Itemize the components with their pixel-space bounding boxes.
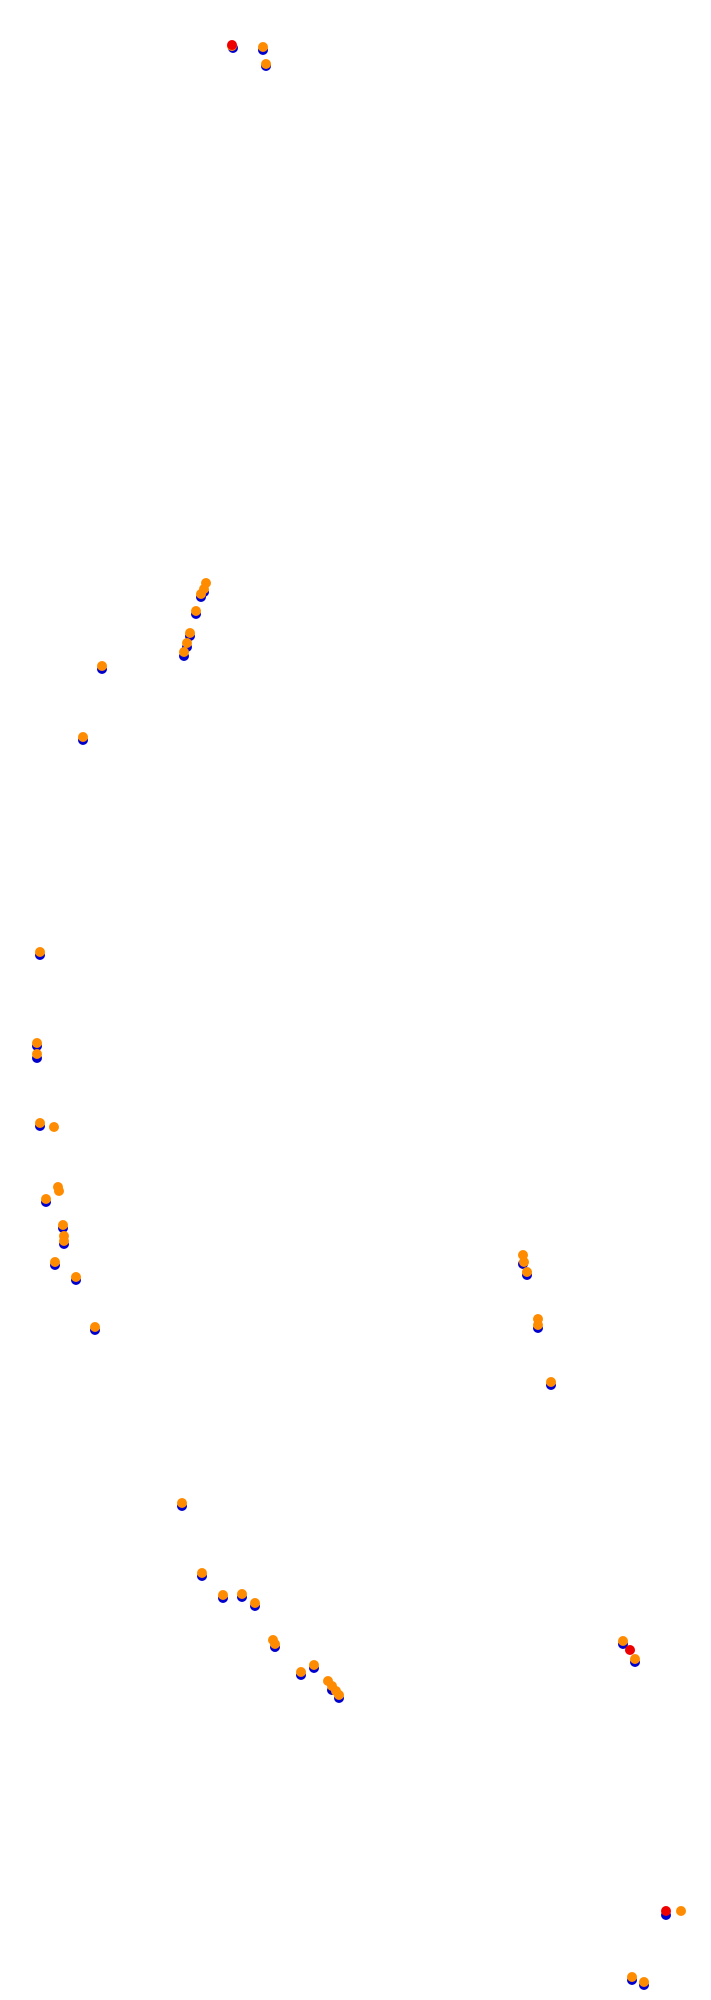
point	[618, 1636, 628, 1646]
point	[218, 1590, 228, 1600]
point	[676, 1906, 686, 1916]
point	[309, 1660, 319, 1670]
point	[522, 1267, 532, 1277]
point	[49, 1122, 59, 1132]
point	[59, 1236, 69, 1246]
point	[58, 1220, 68, 1230]
point	[32, 1038, 42, 1048]
point	[97, 661, 107, 671]
point	[625, 1645, 635, 1655]
point	[630, 1654, 640, 1664]
point	[546, 1377, 556, 1387]
point	[227, 40, 237, 50]
point	[334, 1690, 344, 1700]
point	[258, 42, 268, 52]
point	[296, 1667, 306, 1677]
point	[35, 1118, 45, 1128]
point	[78, 732, 88, 742]
point	[197, 1568, 207, 1578]
point	[185, 628, 195, 638]
point	[32, 1049, 42, 1059]
point	[237, 1589, 247, 1599]
point	[270, 1639, 280, 1649]
point	[71, 1272, 81, 1282]
point	[639, 1977, 649, 1987]
point	[191, 606, 201, 616]
point	[41, 1194, 51, 1204]
point	[182, 638, 192, 648]
point	[627, 1972, 637, 1982]
point	[54, 1186, 64, 1196]
point	[519, 1257, 529, 1267]
point	[261, 59, 271, 69]
point	[179, 647, 189, 657]
point	[661, 1906, 671, 1916]
point	[177, 1498, 187, 1508]
point	[90, 1322, 100, 1332]
point	[250, 1598, 260, 1608]
point	[196, 589, 206, 599]
point	[35, 947, 45, 957]
point	[50, 1257, 60, 1267]
point	[533, 1320, 543, 1330]
